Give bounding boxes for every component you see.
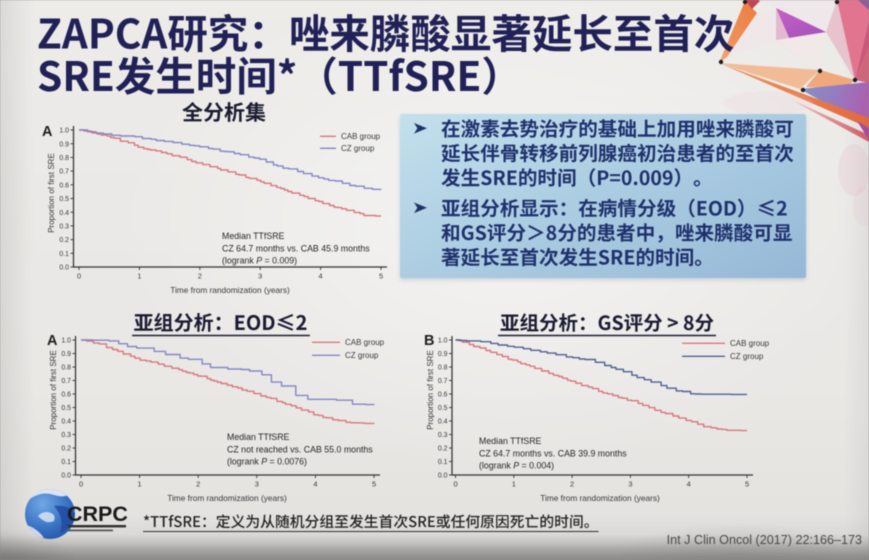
svg-text:0.3: 0.3 [61,432,71,439]
svg-text:0.9: 0.9 [438,351,448,358]
svg-text:0.2: 0.2 [61,446,71,453]
svg-text:2: 2 [570,480,574,489]
svg-text:2: 2 [198,272,202,281]
svg-text:B: B [424,333,434,349]
svg-text:A: A [42,124,53,140]
svg-text:0.1: 0.1 [438,459,448,466]
svg-text:0.6: 0.6 [438,392,448,399]
svg-text:3: 3 [628,480,632,489]
svg-text:1.0: 1.0 [59,128,69,135]
svg-text:0.6: 0.6 [59,182,69,189]
svg-text:1: 1 [512,480,516,489]
svg-text:0.5: 0.5 [61,405,71,412]
svg-text:CZ not reached vs. CAB 55.0 mo: CZ not reached vs. CAB 55.0 months [227,444,373,454]
svg-text:0.3: 0.3 [59,224,69,231]
svg-text:CZ group: CZ group [345,351,379,360]
svg-text:0.1: 0.1 [61,459,71,466]
svg-text:Median TTfSRE: Median TTfSRE [227,432,290,442]
svg-text:0.1: 0.1 [59,251,69,258]
svg-text:5: 5 [372,480,376,489]
svg-text:3: 3 [258,272,262,281]
svg-text:CAB group: CAB group [341,132,381,141]
svg-text:0.8: 0.8 [61,365,71,372]
svg-text:CAB group: CAB group [345,338,385,347]
svg-text:3: 3 [255,480,259,489]
svg-text:0.6: 0.6 [61,392,71,399]
svg-text:0.0: 0.0 [59,265,69,272]
svg-text:5: 5 [745,480,749,489]
svg-text:CZ 64.7 months vs. CAB 45.9 mo: CZ 64.7 months vs. CAB 45.9 months [222,243,370,253]
svg-text:4: 4 [687,480,691,489]
svg-text:0: 0 [453,480,457,489]
svg-text:CZ group: CZ group [341,144,375,153]
svg-text:0.9: 0.9 [59,141,69,148]
svg-text:1: 1 [138,480,142,489]
svg-text:0.8: 0.8 [59,155,69,162]
svg-text:CRPC: CRPC [67,502,128,526]
svg-text:1.0: 1.0 [438,338,448,345]
svg-text:CAB group: CAB group [730,339,770,348]
svg-text:Time from randomization (years: Time from randomization (years) [167,493,287,503]
svg-text:0.5: 0.5 [59,196,69,203]
svg-text:4: 4 [319,272,323,281]
svg-text:0.7: 0.7 [61,378,71,385]
svg-text:0.7: 0.7 [438,378,448,385]
svg-text:(logrank P = 0.004): (logrank P = 0.004) [479,461,554,471]
svg-text:1: 1 [137,272,141,281]
svg-text:Proportion of first SRE: Proportion of first SRE [426,350,435,430]
svg-text:Proportion of first SRE: Proportion of first SRE [47,153,56,233]
svg-text:Int J Clin Oncol (2017) 22:166: Int J Clin Oncol (2017) 22:166–173 [667,533,862,547]
svg-text:0.2: 0.2 [59,237,69,244]
svg-text:2: 2 [196,480,200,489]
svg-text:(logrank P = 0.0076): (logrank P = 0.0076) [227,457,307,467]
svg-text:0: 0 [79,480,83,489]
svg-text:0.0: 0.0 [61,473,71,480]
svg-text:Median TTfSRE: Median TTfSRE [222,231,285,241]
svg-text:Proportion of first SRE: Proportion of first SRE [49,350,58,430]
svg-text:CZ 64.7 months vs. CAB 39.9 mo: CZ 64.7 months vs. CAB 39.9 months [479,448,627,458]
svg-text:4: 4 [313,480,317,489]
svg-text:(logrank P = 0.009): (logrank P = 0.009) [222,256,297,266]
svg-text:0.8: 0.8 [438,365,448,372]
svg-text:0: 0 [77,272,81,281]
svg-text:0.4: 0.4 [59,210,69,217]
svg-text:A: A [47,333,58,349]
svg-text:Time from randomization (years: Time from randomization (years) [170,285,290,295]
svg-text:0.4: 0.4 [438,419,448,426]
svg-text:0.9: 0.9 [61,351,71,358]
svg-text:0.5: 0.5 [438,405,448,412]
svg-text:CZ group: CZ group [730,352,764,361]
svg-text:0.2: 0.2 [438,446,448,453]
svg-text:1.0: 1.0 [61,338,71,345]
svg-text:5: 5 [379,272,383,281]
svg-text:Time from randomization (years: Time from randomization (years) [540,493,660,503]
svg-text:0.4: 0.4 [61,419,71,426]
svg-text:Median TTfSRE: Median TTfSRE [479,436,542,446]
svg-text:0.3: 0.3 [438,432,448,439]
svg-text:0.0: 0.0 [438,473,448,480]
svg-text:0.7: 0.7 [59,169,69,176]
